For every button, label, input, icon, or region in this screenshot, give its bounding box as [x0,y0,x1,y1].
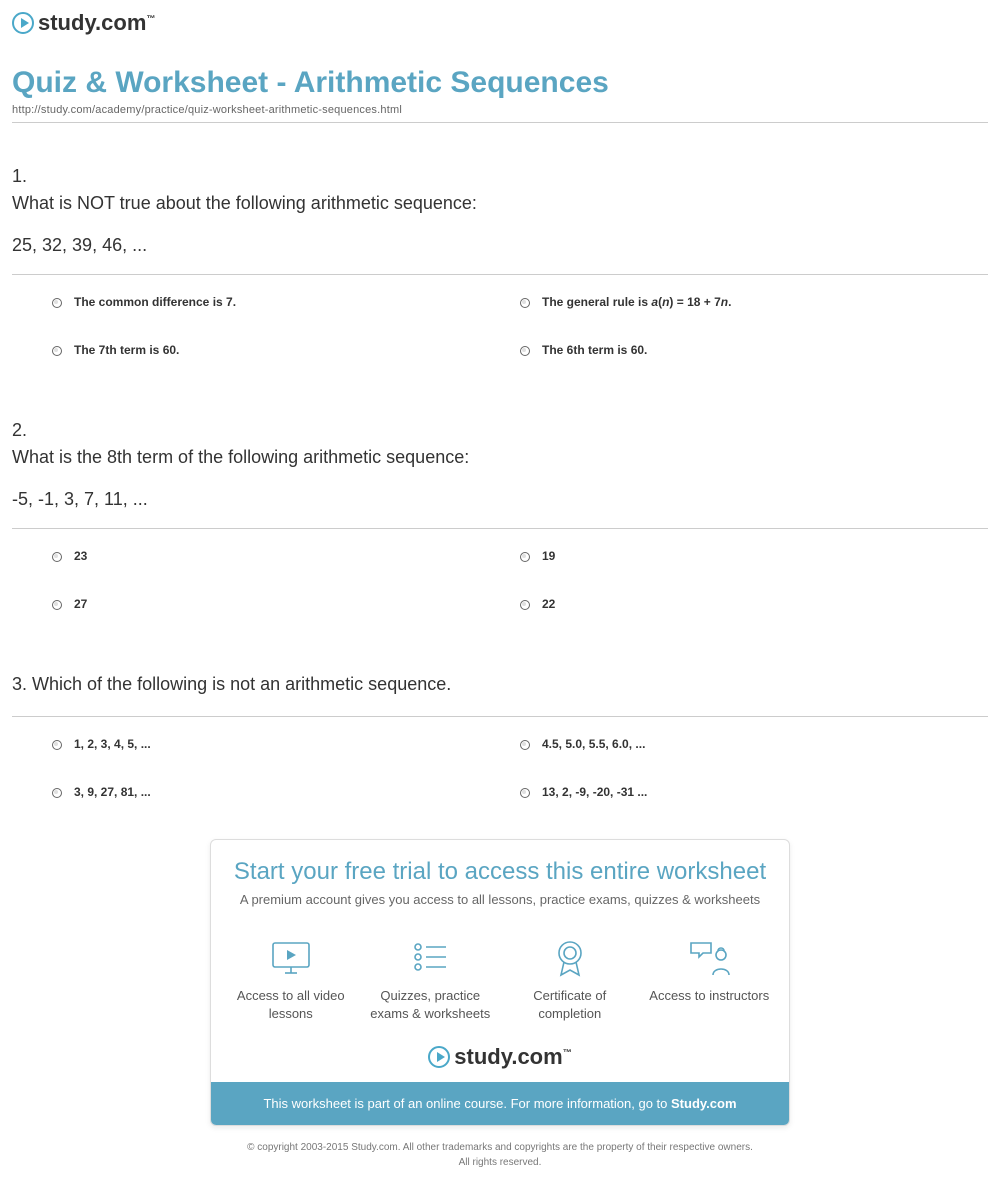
option-text: 4.5, 5.0, 5.5, 6.0, ... [542,737,645,751]
promo-footer-link[interactable]: Study.com [671,1096,737,1111]
option-c[interactable]: 3, 9, 27, 81, ... [52,785,520,799]
feature-label: Access to instructors [644,987,774,1005]
certificate-icon [546,937,594,977]
radio-icon [52,552,62,562]
option-text: 1, 2, 3, 4, 5, ... [74,737,151,751]
opt-prefix: The general rule is [542,295,651,309]
feature-label: Quizzes, practice exams & worksheets [365,987,495,1022]
copyright-line2: All rights reserved. [12,1155,988,1170]
question-sequence: 25, 32, 39, 46, ... [12,235,988,256]
instructor-icon [685,937,733,977]
option-b[interactable]: 19 [520,549,988,563]
play-icon [428,1046,450,1068]
option-text: The 6th term is 60. [542,343,647,357]
option-d[interactable]: The 6th term is 60. [520,343,988,357]
options-grid: 1, 2, 3, 4, 5, ... 4.5, 5.0, 5.5, 6.0, .… [12,737,988,799]
play-icon [12,12,34,34]
brand-name: study.com™ [38,10,155,36]
header-divider [12,122,988,123]
feature-quizzes: Quizzes, practice exams & worksheets [365,937,495,1022]
promo-subtitle: A premium account gives you access to al… [227,892,773,907]
opt-mid: = 18 + 7 [673,295,720,309]
question-number: 2. [12,417,988,444]
option-a[interactable]: 1, 2, 3, 4, 5, ... [52,737,520,751]
opt-suf: . [728,295,731,309]
question-text: What is NOT true about the following ari… [12,190,988,217]
qn: 3. [12,674,27,694]
option-d[interactable]: 22 [520,597,988,611]
radio-icon [520,740,530,750]
promo-brand: study.com™ [211,1038,789,1082]
option-text: 23 [74,549,87,563]
option-b[interactable]: The general rule is a(n) = 18 + 7n. [520,295,988,309]
options-grid: 23 19 27 22 [12,549,988,611]
video-icon [267,937,315,977]
option-b[interactable]: 4.5, 5.0, 5.5, 6.0, ... [520,737,988,751]
feature-label: Certificate of completion [505,987,635,1022]
page-title: Quiz & Worksheet - Arithmetic Sequences [12,66,988,100]
option-c[interactable]: The 7th term is 60. [52,343,520,357]
option-a[interactable]: The common difference is 7. [52,295,520,309]
option-text: 27 [74,597,87,611]
promo-header: Start your free trial to access this ent… [211,840,789,917]
promo-footer-text: This worksheet is part of an online cour… [263,1096,671,1111]
question-text: What is the 8th term of the following ar… [12,444,988,471]
option-text: The 7th term is 60. [74,343,179,357]
option-a[interactable]: 23 [52,549,520,563]
radio-icon [520,552,530,562]
question-divider [12,716,988,717]
radio-icon [520,298,530,308]
promo-box: Start your free trial to access this ent… [210,839,790,1126]
question-divider [12,528,988,529]
feature-label: Access to all video lessons [226,987,356,1022]
option-text: 22 [542,597,555,611]
qt: Which of the following is not an arithme… [32,674,451,694]
radio-icon [520,346,530,356]
radio-icon [52,788,62,798]
question-number: 3. Which of the following is not an arit… [12,674,451,694]
radio-icon [52,298,62,308]
promo-footer: This worksheet is part of an online cour… [211,1082,789,1125]
brand-logo: study.com™ [211,1044,789,1070]
question-number: 1. [12,163,988,190]
radio-icon [52,346,62,356]
feature-video: Access to all video lessons [226,937,356,1022]
question-sequence: -5, -1, 3, 7, 11, ... [12,489,988,510]
question-2: 2. What is the 8th term of the following… [12,417,988,510]
question-1: 1. What is NOT true about the following … [12,163,988,256]
brand-tm: ™ [563,1048,572,1058]
brand-name-text: study.com [38,10,146,35]
brand-logo: study.com™ [12,10,988,36]
option-text: 19 [542,549,555,563]
page-url: http://study.com/academy/practice/quiz-w… [12,104,988,116]
option-d[interactable]: 13, 2, -9, -20, -31 ... [520,785,988,799]
brand-name-text: study.com [454,1044,562,1069]
feature-instructors: Access to instructors [644,937,774,1022]
question-3: 3. Which of the following is not an arit… [12,671,988,698]
brand-tm: ™ [146,14,155,24]
option-text: 13, 2, -9, -20, -31 ... [542,785,647,799]
promo-title: Start your free trial to access this ent… [227,858,773,886]
option-text: The general rule is a(n) = 18 + 7n. [542,295,731,309]
copyright: © copyright 2003-2015 Study.com. All oth… [12,1140,988,1170]
radio-icon [520,788,530,798]
option-text: 3, 9, 27, 81, ... [74,785,151,799]
feature-certificate: Certificate of completion [505,937,635,1022]
radio-icon [52,740,62,750]
option-c[interactable]: 27 [52,597,520,611]
options-grid: The common difference is 7. The general … [12,295,988,357]
brand-name: study.com™ [454,1044,571,1070]
radio-icon [52,600,62,610]
list-icon [406,937,454,977]
question-divider [12,274,988,275]
promo-features: Access to all video lessons Quizzes, pra… [211,917,789,1038]
option-text: The common difference is 7. [74,295,236,309]
radio-icon [520,600,530,610]
